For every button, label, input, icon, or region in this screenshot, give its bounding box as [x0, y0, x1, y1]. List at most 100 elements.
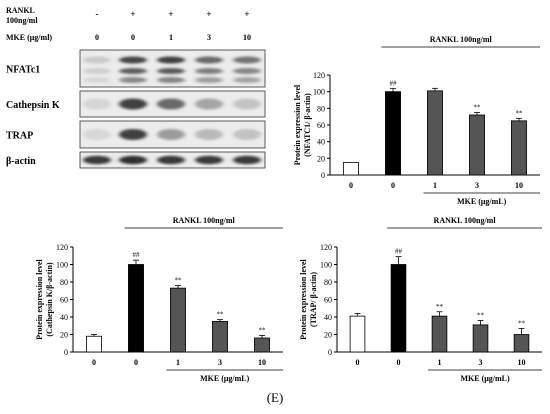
- significance-label: **: [477, 312, 485, 320]
- group-label: RANKL 100ng/ml: [434, 216, 497, 225]
- y-axis-label: Protein expression level: [299, 258, 308, 339]
- header-rankl-label: RANKL: [6, 6, 35, 15]
- bar: [385, 91, 401, 176]
- blot-band: [195, 56, 223, 64]
- x-tick-label: 0: [349, 181, 353, 190]
- header-mke-value: 3: [207, 33, 211, 42]
- blot-band: [157, 77, 185, 83]
- x-tick-label: 0: [134, 358, 138, 367]
- significance-label: **: [217, 311, 225, 319]
- header-mke-value: 0: [131, 33, 135, 42]
- blot-band: [233, 68, 261, 74]
- header-rankl-value: +: [206, 9, 211, 19]
- blot-band: [157, 129, 185, 140]
- bar: [349, 315, 366, 353]
- band-label-actin: β-actin: [6, 156, 36, 167]
- significance-label: **: [436, 303, 444, 311]
- blot-band: [157, 155, 185, 165]
- blot-band: [83, 129, 111, 140]
- x-tick-label: 3: [475, 181, 479, 190]
- bar: [128, 264, 144, 353]
- y-tick-label: 0: [64, 348, 68, 357]
- x-axis-label: MKE (μg/mL): [200, 374, 250, 383]
- blot-band: [195, 98, 223, 110]
- bar: [86, 335, 102, 353]
- band-label-cathepsin-k: Cathepsin K: [6, 100, 60, 111]
- y-axis-label: (Cathepsin K/β-actin): [45, 262, 54, 337]
- y-tick-label: 80: [324, 278, 332, 287]
- panel-label: (E): [267, 390, 284, 405]
- y-tick-label: 100: [56, 261, 68, 270]
- header-mke-value: 1: [169, 33, 173, 42]
- y-axis-label: (NFATC1/ β-actin): [303, 93, 312, 157]
- significance-label: **: [474, 104, 482, 112]
- bar: [511, 120, 527, 176]
- header-mke-value: 0: [95, 33, 99, 42]
- bar: [390, 264, 407, 353]
- blot-band: [157, 68, 185, 74]
- x-tick-label: 10: [518, 358, 526, 367]
- blot-band: [83, 68, 111, 74]
- y-tick-label: 20: [317, 154, 325, 163]
- x-tick-label: 3: [479, 358, 483, 367]
- y-tick-label: 80: [317, 104, 325, 113]
- y-tick-label: 20: [60, 331, 68, 340]
- x-tick-label: 0: [356, 358, 360, 367]
- y-tick-label: 80: [60, 278, 68, 287]
- y-tick-label: 0: [328, 348, 332, 357]
- header-rankl-value: +: [244, 9, 249, 19]
- band-label-trap: TRAP: [6, 131, 33, 142]
- y-tick-label: 120: [313, 71, 325, 80]
- blot-band: [195, 129, 223, 140]
- blot-band: [83, 98, 111, 110]
- header-rankl-value: +: [168, 9, 173, 19]
- bar: [513, 334, 530, 353]
- significance-label: **: [175, 277, 183, 285]
- blot-band: [233, 56, 261, 64]
- blot-band: [233, 155, 261, 165]
- blot-band: [195, 155, 223, 165]
- x-tick-label: 0: [391, 181, 395, 190]
- bar: [254, 337, 270, 353]
- bar: [427, 90, 443, 176]
- header-mke-value: 10: [243, 33, 251, 42]
- y-tick-label: 100: [320, 261, 332, 270]
- blot-band: [83, 77, 111, 83]
- blot-band: [195, 77, 223, 83]
- significance-label: ##: [395, 248, 403, 256]
- bar: [212, 320, 228, 353]
- y-tick-label: 60: [317, 121, 325, 130]
- significance-label: **: [259, 326, 267, 334]
- group-label: RANKL 100ng/ml: [173, 216, 236, 225]
- header-rankl-value: -: [96, 9, 99, 19]
- y-tick-label: 120: [56, 243, 68, 252]
- x-tick-label: 3: [218, 358, 222, 367]
- band-label-nfatc1: NFATc1: [6, 65, 40, 76]
- header-rankl-value: +: [130, 9, 135, 19]
- blot-band: [233, 77, 261, 83]
- x-tick-label: 10: [258, 358, 266, 367]
- blot-band: [83, 56, 111, 64]
- blot-band: [119, 77, 147, 83]
- header-mke-label: MKE (μg/ml): [6, 33, 52, 42]
- blot-band: [157, 98, 185, 110]
- blot-band: [119, 56, 147, 64]
- blot-band: [119, 68, 147, 74]
- group-label: RANKL 100ng/ml: [430, 35, 493, 44]
- x-tick-label: 10: [515, 181, 523, 190]
- blot-band: [195, 68, 223, 74]
- blot-band: [119, 155, 147, 165]
- x-axis-label: MKE (μg/mL): [460, 374, 510, 383]
- blot-band: [233, 98, 261, 110]
- x-tick-label: 1: [433, 181, 437, 190]
- y-tick-label: 60: [60, 296, 68, 305]
- significance-label: **: [518, 319, 526, 327]
- blot-band: [233, 129, 261, 140]
- y-tick-label: 40: [60, 313, 68, 322]
- y-tick-label: 60: [324, 296, 332, 305]
- bar: [343, 162, 359, 176]
